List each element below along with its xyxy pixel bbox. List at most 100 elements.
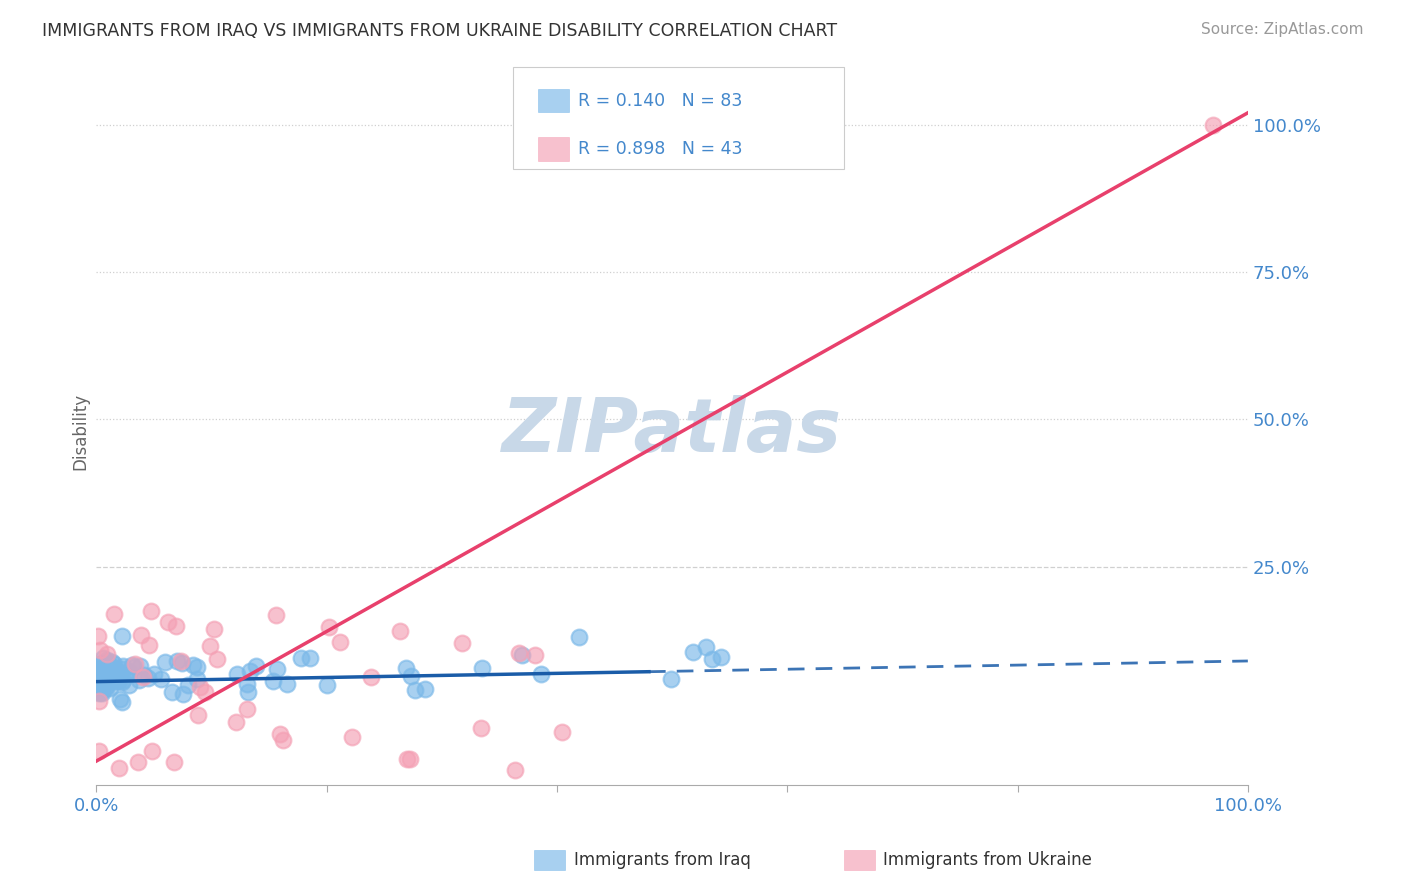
Point <box>186 672 208 686</box>
Point <box>661 672 683 686</box>
Point <box>264 608 287 623</box>
Point <box>682 645 704 659</box>
Point <box>508 646 530 660</box>
Point <box>399 752 422 766</box>
Point <box>94 665 117 680</box>
Point <box>235 677 257 691</box>
Point <box>101 660 124 674</box>
Point <box>101 655 124 669</box>
Point <box>177 678 200 692</box>
Point <box>91 656 114 670</box>
Point <box>91 686 114 700</box>
Point <box>143 667 166 681</box>
Point <box>105 665 128 679</box>
Point <box>269 727 291 741</box>
Point <box>194 684 217 698</box>
Point <box>104 673 127 688</box>
Point <box>105 666 128 681</box>
Point <box>108 673 131 687</box>
Point <box>262 673 284 688</box>
Point <box>568 630 591 644</box>
Point <box>108 761 131 775</box>
Point <box>111 695 134 709</box>
Point <box>207 651 229 665</box>
Point <box>471 661 494 675</box>
Point <box>112 673 135 688</box>
Point <box>96 648 118 662</box>
Point <box>87 629 110 643</box>
Point <box>342 730 364 744</box>
Point <box>107 673 129 688</box>
Point <box>96 675 118 690</box>
Point <box>188 680 211 694</box>
Point <box>238 664 260 678</box>
Point <box>329 634 352 648</box>
Point <box>111 662 134 676</box>
Point <box>89 686 111 700</box>
Point <box>103 607 125 622</box>
Point <box>530 666 553 681</box>
Y-axis label: Disability: Disability <box>72 392 89 470</box>
Point <box>318 620 340 634</box>
Point <box>166 654 188 668</box>
Point <box>172 687 194 701</box>
Point <box>132 668 155 682</box>
Point <box>181 658 204 673</box>
Point <box>129 659 152 673</box>
Point <box>170 657 193 671</box>
Point <box>89 694 111 708</box>
Point <box>413 682 436 697</box>
Point <box>111 675 134 690</box>
Point <box>122 659 145 673</box>
Point <box>245 659 267 673</box>
Text: R = 0.898   N = 43: R = 0.898 N = 43 <box>578 140 742 158</box>
Point <box>108 691 131 706</box>
Point <box>150 672 173 686</box>
Point <box>160 685 183 699</box>
Point <box>139 603 162 617</box>
Point <box>89 671 111 685</box>
Point <box>94 679 117 693</box>
Point <box>86 658 108 673</box>
Point <box>163 756 186 770</box>
Point <box>450 636 472 650</box>
Text: Source: ZipAtlas.com: Source: ZipAtlas.com <box>1201 22 1364 37</box>
Point <box>236 685 259 699</box>
Point <box>202 622 225 636</box>
Point <box>165 619 187 633</box>
Text: R = 0.140   N = 83: R = 0.140 N = 83 <box>578 92 742 110</box>
Point <box>695 640 717 655</box>
Point <box>155 655 177 669</box>
Point <box>87 685 110 699</box>
Point <box>700 651 723 665</box>
Point <box>91 676 114 690</box>
Point <box>103 657 125 672</box>
Point <box>225 714 247 729</box>
Point <box>91 661 114 675</box>
Point <box>315 678 337 692</box>
Point <box>290 650 312 665</box>
Point <box>118 665 141 679</box>
Point <box>510 648 533 662</box>
Point <box>121 658 143 673</box>
Point <box>503 764 526 778</box>
Point <box>96 671 118 685</box>
Point <box>186 660 208 674</box>
Point <box>399 669 422 683</box>
Point <box>396 752 419 766</box>
Point <box>141 744 163 758</box>
Point <box>86 663 108 677</box>
Point <box>89 643 111 657</box>
Point <box>523 648 546 662</box>
Point <box>1202 118 1225 132</box>
Text: ZIPatlas: ZIPatlas <box>502 394 842 467</box>
Point <box>91 651 114 665</box>
Point <box>170 655 193 669</box>
Point <box>128 673 150 687</box>
Point <box>709 649 731 664</box>
Point <box>98 670 121 684</box>
Point <box>157 615 180 629</box>
Point <box>124 657 146 672</box>
Point <box>117 665 139 679</box>
Point <box>271 733 294 747</box>
